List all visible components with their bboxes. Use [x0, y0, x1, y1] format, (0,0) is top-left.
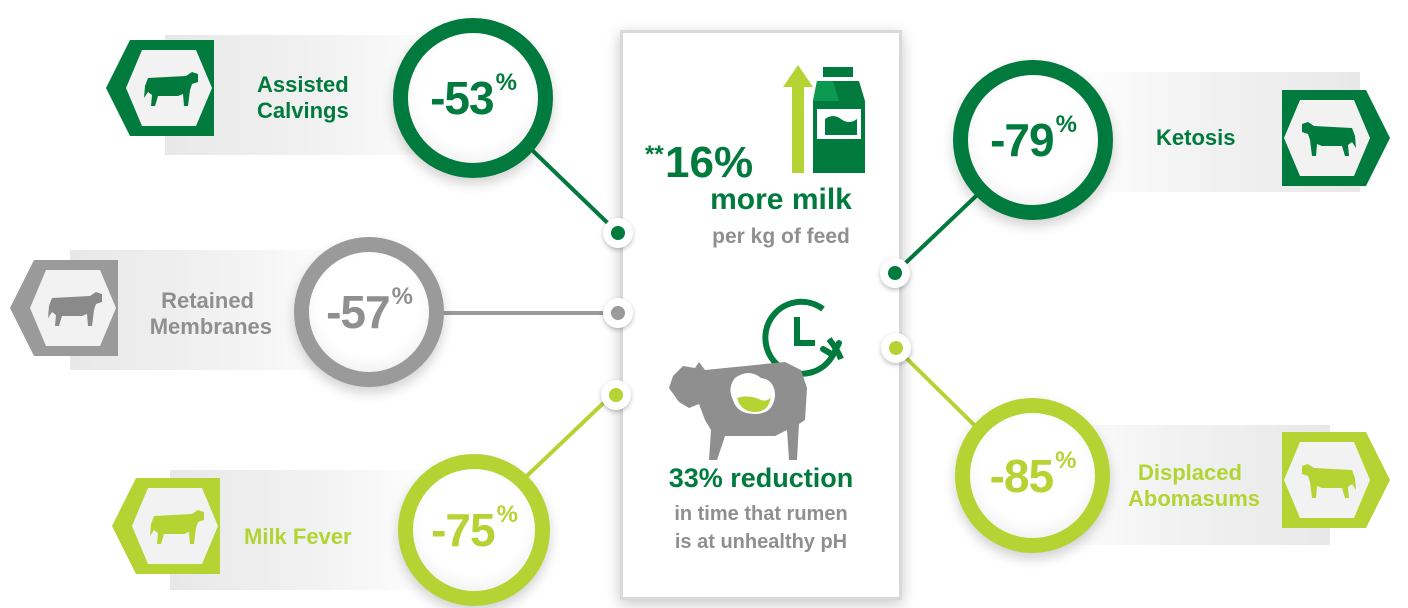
hex-badge-assisted-calvings — [106, 40, 214, 136]
cow-stomach-icon — [669, 362, 807, 460]
ring-ketosis: -79% — [953, 60, 1113, 220]
label-ketosis: Ketosis — [1156, 125, 1236, 150]
milk-headline: more milk — [710, 183, 852, 216]
dot-milk-fever — [601, 380, 631, 410]
dot-displaced-abomasums — [881, 333, 911, 363]
ring-retained-membranes: -57% — [294, 237, 444, 387]
rumen-subline-2: is at unhealthy pH — [674, 531, 848, 553]
center-card: ** 16% more milk per kg of feed 33% redu… — [620, 30, 902, 600]
milk-subline: per kg of feed — [712, 225, 850, 248]
cow-icon — [1302, 464, 1356, 498]
value-milk-fever: -75% — [431, 501, 518, 556]
up-arrow-icon — [783, 65, 813, 173]
dot-retained-membranes — [603, 298, 633, 328]
value-assisted-calvings: -53% — [430, 69, 517, 124]
label-milk-fever: Milk Fever — [244, 524, 352, 549]
hex-badge-displaced-abomasums — [1282, 432, 1390, 528]
value-ketosis: -79% — [990, 111, 1077, 166]
dot-ketosis — [880, 258, 910, 288]
hex-badge-milk-fever — [112, 478, 220, 574]
milk-carton-icon — [813, 67, 865, 173]
ring-assisted-calvings: -53% — [393, 18, 553, 178]
cow-icon — [1302, 122, 1356, 156]
label-retained-membranes: Retained Membranes — [149, 288, 272, 339]
value-retained-membranes: -57% — [326, 283, 413, 338]
hex-badge-retained-membranes — [10, 260, 118, 356]
clock-cycle-icon — [762, 298, 844, 377]
label-displaced-abomasums: Displaced Abomasums — [1128, 460, 1261, 511]
hex-badge-ketosis — [1282, 90, 1390, 186]
ring-displaced-abomasums: -85% — [955, 398, 1110, 553]
label-assisted-calvings: Assisted Calvings — [257, 72, 349, 123]
cow-icon — [48, 292, 102, 326]
ring-milk-fever: -75% — [398, 454, 550, 606]
cow-icon — [144, 72, 198, 106]
milk-percent: 16% — [665, 138, 754, 187]
rumen-headline: 33% reduction — [668, 463, 854, 493]
dot-assisted-calvings — [603, 218, 633, 248]
milk-asterisks: ** — [645, 141, 664, 168]
cow-icon — [150, 510, 204, 544]
value-displaced-abomasums: -85% — [989, 446, 1077, 502]
rumen-subline-1: in time that rumen — [674, 503, 848, 525]
